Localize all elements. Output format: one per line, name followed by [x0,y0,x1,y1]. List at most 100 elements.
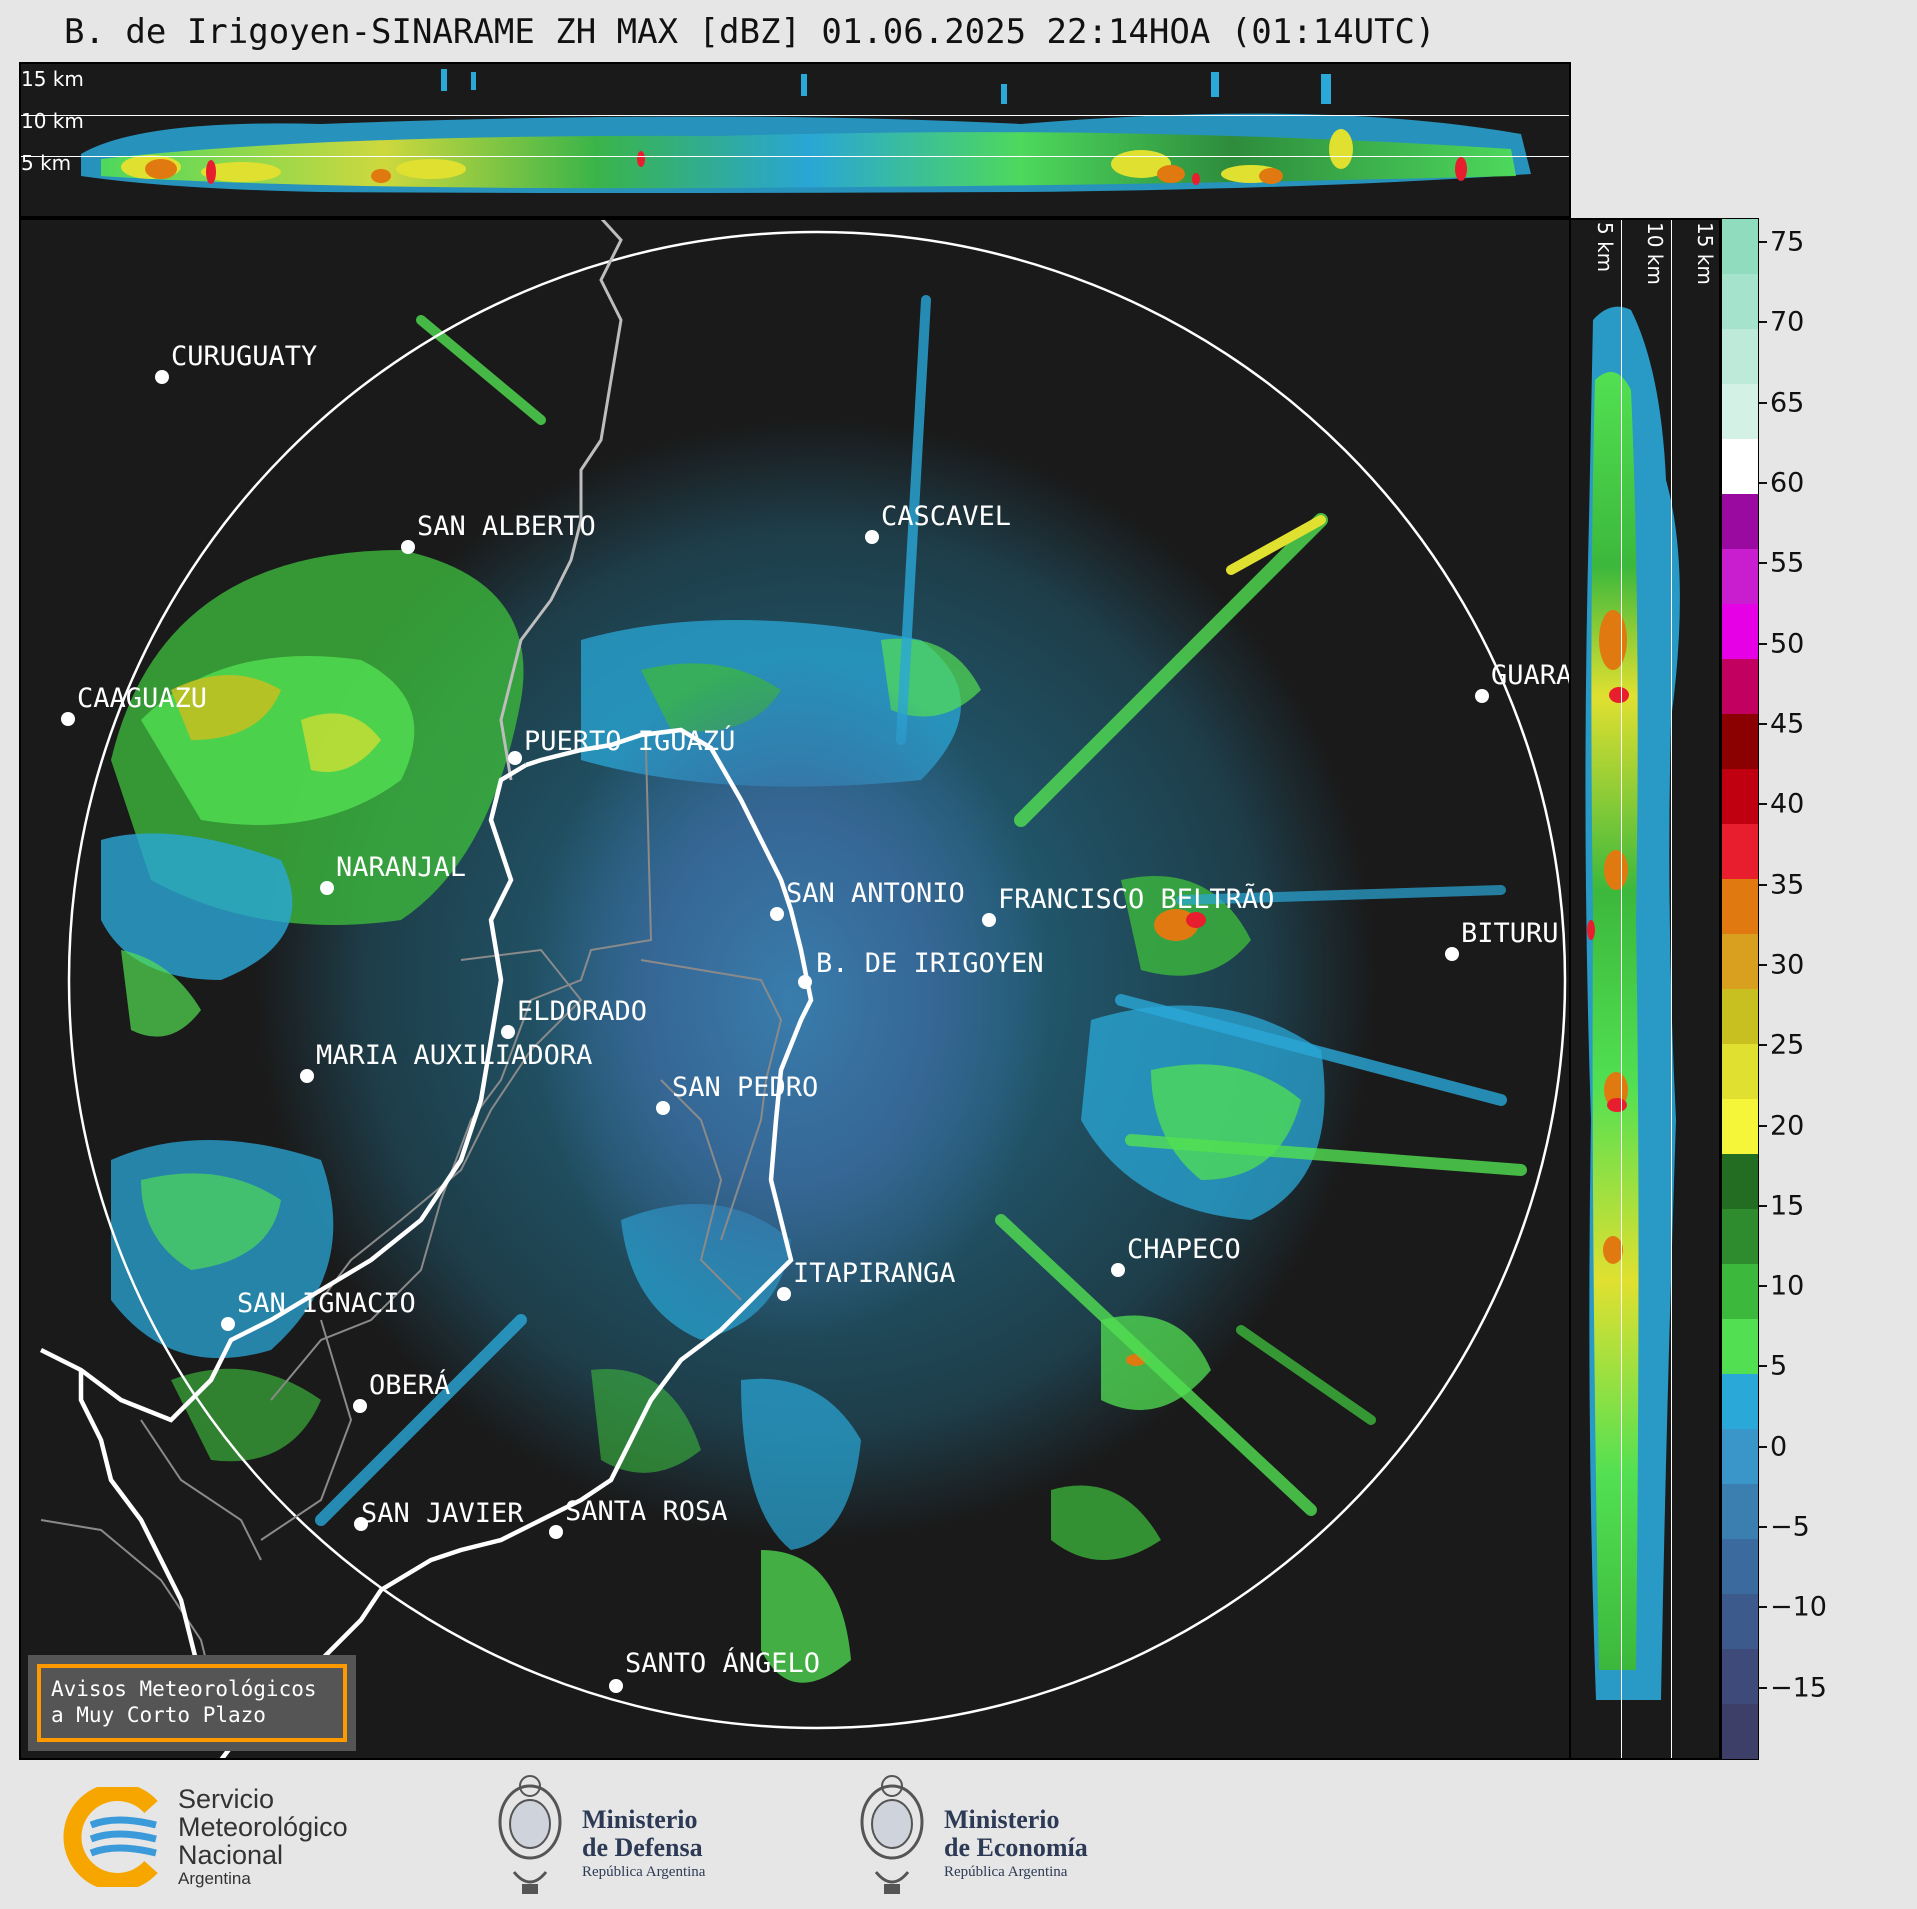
top-cross-section-panel: 15 km 10 km 5 km [19,62,1571,218]
colorbar-tick-label: −10 [1770,1591,1827,1623]
avisos-line-1: Avisos Meteorológicos [51,1677,317,1701]
colorbar-tick-label: 60 [1770,467,1805,499]
altitude-label-5km: 5 km [21,151,72,175]
svg-text:NARANJAL: NARANJAL [336,852,466,883]
city-eldorado[interactable]: ELDORADO [501,996,647,1039]
avisos-box[interactable]: Avisos Meteorológicos a Muy Corto Plazo [28,1655,356,1751]
colorbar-tick-label: 10 [1770,1270,1805,1302]
colorbar-tick [1759,883,1767,886]
city-bituru[interactable]: BITURU [1445,918,1559,961]
colorbar-tick [1759,1044,1767,1047]
country-border-west [39,763,528,1423]
colorbar-tick [1759,722,1767,725]
svg-text:ELDORADO: ELDORADO [517,996,647,1027]
city-santo-angelo[interactable]: SANTO ÁNGELO [609,1647,820,1693]
colorbar-segment [1722,934,1758,989]
colorbar-tick [1759,1204,1767,1207]
city-naranjal[interactable]: NARANJAL [320,852,466,895]
colorbar-segment [1722,439,1758,494]
colorbar-tick [1759,1606,1767,1609]
svg-text:SAN ANTONIO: SAN ANTONIO [786,878,965,909]
city-san-antonio[interactable]: SAN ANTONIO [770,878,965,921]
colorbar-tick [1759,1365,1767,1368]
svg-text:SANTA ROSA: SANTA ROSA [565,1496,728,1527]
colorbar-tick-label: 30 [1770,949,1805,981]
svg-text:CASCAVEL: CASCAVEL [881,501,1011,532]
city-santa-rosa[interactable]: SANTA ROSA [549,1496,728,1539]
radar-map-panel[interactable]: CURUGUATY SAN ALBERTO CASCAVEL CAAGUAZU … [19,218,1571,1760]
svg-text:OBERÁ: OBERÁ [369,1369,450,1401]
colorbar-segment [1722,1429,1758,1484]
svg-text:CURUGUATY: CURUGUATY [171,341,317,372]
colorbar-segment [1722,1099,1758,1154]
city-chapeco[interactable]: CHAPECO [1111,1234,1241,1277]
page-title: B. de Irigoyen-SINARAME ZH MAX [dBZ] 01.… [64,12,1436,52]
colorbar-tick-label: 5 [1770,1350,1788,1382]
city-b-de-irigoyen[interactable]: B. DE IRIGOYEN [798,948,1044,989]
colorbar-tick [1759,642,1767,645]
colorbar-tick [1759,1124,1767,1127]
side-altitude-label-10km: 10 km [1643,222,1667,285]
colorbar-tick-label: 25 [1770,1029,1805,1061]
colorbar-segment [1722,1649,1758,1704]
city-puerto-iguazu[interactable]: PUERTO IGUAZÚ [508,725,735,765]
city-caaguazu[interactable]: CAAGUAZU [61,683,207,726]
colorbar-tick-label: 65 [1770,387,1805,419]
svg-text:BITURU: BITURU [1461,918,1559,949]
colorbar-tick-label: −15 [1770,1672,1827,1704]
city-san-javier[interactable]: SAN JAVIER [354,1498,524,1531]
colorbar-segment [1722,1044,1758,1099]
city-obera[interactable]: OBERÁ [353,1369,450,1413]
city-cascavel[interactable]: CASCAVEL [865,501,1011,544]
colorbar-segment [1722,714,1758,769]
svg-text:SAN IGNACIO: SAN IGNACIO [237,1288,416,1319]
avisos-line-2: a Muy Corto Plazo [51,1703,266,1727]
northern-border-line [499,220,623,781]
radar-map: CURUGUATY SAN ALBERTO CASCAVEL CAAGUAZU … [39,220,1571,1758]
colorbar-tick [1759,482,1767,485]
smn-emblem-icon [63,1787,158,1887]
city-maria-auxiliadora[interactable]: MARIA AUXILIADORA [300,1040,592,1083]
radial-streaks [315,295,1527,1526]
defensa-line-1: Ministerio [582,1805,698,1834]
radar-central-clutter [531,660,1051,1340]
svg-text:FRANCISCO BELTRÃO: FRANCISCO BELTRÃO [998,883,1274,915]
city-curuguaty[interactable]: CURUGUATY [155,341,317,384]
colorbar-segment [1722,1154,1758,1209]
city-san-pedro[interactable]: SAN PEDRO [656,1072,818,1115]
colorbar-segment [1722,659,1758,714]
svg-text:CAAGUAZU: CAAGUAZU [77,683,207,714]
colorbar-tick [1759,562,1767,565]
colorbar-segment [1722,604,1758,659]
defensa-logo[interactable]: Ministerio de Defensa República Argentin… [494,1772,754,1898]
colorbar-tick [1759,963,1767,966]
colorbar-segment [1722,1264,1758,1319]
economia-logo[interactable]: Ministerio de Economía República Argenti… [856,1772,1126,1898]
altitude-line-10km [21,115,1569,116]
city-guara[interactable]: GUARA [1475,660,1571,703]
colorbar-segment [1722,1704,1758,1759]
colorbar-tick-label: 75 [1770,226,1805,258]
colorbar-tick [1759,1526,1767,1529]
city-francisco-beltrao[interactable]: FRANCISCO BELTRÃO [982,883,1274,927]
svg-text:MARIA AUXILIADORA: MARIA AUXILIADORA [316,1040,592,1071]
colorbar-segment [1722,879,1758,934]
colorbar-tick-label: 0 [1770,1431,1788,1463]
colorbar-tick-label: 55 [1770,547,1805,579]
economia-line-3: República Argentina [944,1864,1068,1880]
colorbar-segment [1722,1374,1758,1429]
colorbar-segment [1722,329,1758,384]
city-san-ignacio[interactable]: SAN IGNACIO [221,1288,416,1331]
national-coat-of-arms-icon [860,1775,924,1894]
colorbar-segment [1722,494,1758,549]
colorbar-tick-label: 50 [1770,628,1805,660]
colorbar-tick [1759,241,1767,244]
colorbar-tick [1759,321,1767,324]
smn-logo[interactable]: Servicio Meteorológico Nacional Argentin… [56,1785,386,1895]
colorbar-tick-label: 40 [1770,788,1805,820]
colorbar-segment [1722,824,1758,879]
city-itapiranga[interactable]: ITAPIRANGA [777,1258,956,1301]
colorbar-segment [1722,1539,1758,1594]
top-cross-section-echoes [81,69,1531,193]
city-san-alberto[interactable]: SAN ALBERTO [401,511,596,554]
